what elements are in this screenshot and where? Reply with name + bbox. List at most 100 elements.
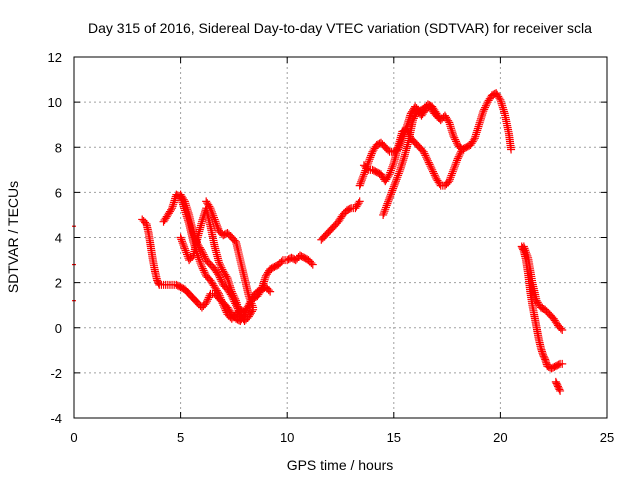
data-point <box>426 162 435 171</box>
y-tick-label: 10 <box>48 95 62 110</box>
data-point <box>196 259 205 268</box>
data-point <box>431 173 440 182</box>
data-point <box>198 264 207 273</box>
data-point <box>391 177 400 186</box>
data-point <box>420 149 429 158</box>
data-point <box>392 175 401 184</box>
data-point <box>210 213 219 222</box>
data-point <box>362 164 371 173</box>
data-point <box>260 275 269 284</box>
data-point <box>457 147 466 156</box>
data-point <box>195 255 204 264</box>
data-point <box>366 153 375 162</box>
data-point <box>558 359 567 368</box>
data-point <box>206 204 215 213</box>
data-point <box>450 163 459 172</box>
series-track <box>202 197 258 312</box>
data-point <box>200 268 209 277</box>
data-point <box>558 326 567 335</box>
data-point <box>386 166 395 175</box>
data-point <box>249 303 258 312</box>
data-point <box>182 250 191 259</box>
data-point <box>259 279 268 288</box>
data-point <box>184 209 193 218</box>
data-point <box>428 165 437 174</box>
data-point <box>177 235 186 244</box>
data-point <box>456 149 465 158</box>
data-point <box>180 242 189 251</box>
y-tick-label: -2 <box>50 366 62 381</box>
data-point <box>388 162 397 171</box>
data-point <box>384 172 393 181</box>
data-point <box>245 294 254 303</box>
data-point <box>556 386 565 395</box>
data-point <box>520 244 529 253</box>
data-point <box>498 103 507 112</box>
data-point <box>408 116 417 125</box>
data-point <box>178 239 187 248</box>
data-point <box>216 275 225 284</box>
data-point <box>230 236 239 245</box>
data-point <box>390 180 399 189</box>
data-point <box>470 134 479 143</box>
data-point <box>219 301 228 310</box>
data-point <box>387 188 396 197</box>
data-point <box>167 205 176 214</box>
data-point <box>499 105 508 114</box>
data-point <box>229 291 238 300</box>
data-point <box>500 107 509 116</box>
data-point <box>447 124 456 133</box>
data-point <box>469 135 478 144</box>
data-point <box>211 217 220 226</box>
series-track <box>379 102 443 219</box>
data-point <box>215 291 224 300</box>
series-track <box>551 377 565 395</box>
data-point <box>522 250 531 259</box>
data-point <box>477 112 486 121</box>
data-point <box>475 118 484 127</box>
data-point <box>169 198 178 207</box>
data-point <box>224 277 233 286</box>
data-point <box>430 171 439 180</box>
data-point <box>225 279 234 288</box>
grid <box>74 57 607 418</box>
data-point <box>260 277 269 286</box>
data-point <box>215 260 224 269</box>
data-point <box>226 283 235 292</box>
data-point <box>472 128 481 137</box>
data-point <box>386 190 395 199</box>
data-point <box>236 312 245 321</box>
data-point <box>257 285 266 294</box>
data-point <box>445 177 454 186</box>
x-tick-label: 10 <box>280 430 294 445</box>
data-point <box>409 114 418 123</box>
data-point <box>472 130 481 139</box>
data-point <box>394 169 403 178</box>
data-point <box>384 195 393 204</box>
data-point <box>178 237 187 246</box>
data-point <box>277 257 286 266</box>
data-point <box>384 197 393 206</box>
data-point <box>357 175 366 184</box>
data-point <box>423 154 432 163</box>
data-point <box>354 199 363 208</box>
data-point <box>450 133 459 142</box>
data-point <box>554 360 563 369</box>
data-points <box>72 89 567 395</box>
data-point <box>386 192 395 201</box>
data-point <box>475 120 484 129</box>
series-track <box>359 125 467 190</box>
data-point <box>199 250 208 259</box>
data-point <box>445 118 454 127</box>
data-point <box>176 233 185 242</box>
data-point <box>224 276 233 285</box>
data-point <box>448 130 457 139</box>
data-point <box>266 287 275 296</box>
data-point <box>474 122 483 131</box>
data-point <box>394 171 403 180</box>
data-point <box>367 149 376 158</box>
data-point <box>364 157 373 166</box>
data-point <box>228 289 237 298</box>
data-point <box>389 182 398 191</box>
data-point <box>384 146 393 155</box>
